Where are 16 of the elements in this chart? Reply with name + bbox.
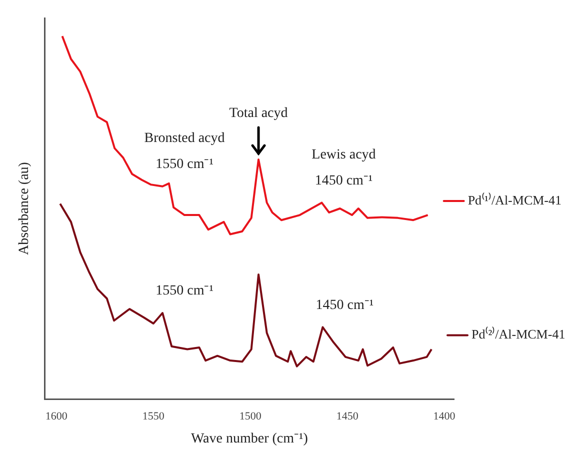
x-tick-label: 1550 [142, 410, 165, 422]
annotation: 1550 cm⁻¹ [156, 157, 214, 172]
y-axis-title: Absorbance (au) [17, 162, 32, 255]
x-tick-label: 1450 [336, 410, 359, 422]
annotation: 1450 cm⁻¹ [314, 173, 373, 188]
x-tick-label: 1500 [239, 410, 262, 422]
x-tick-label: 1600 [45, 410, 68, 422]
annotation: Bronsted acyd [144, 131, 225, 146]
legend-label: Pd⁽¹⁾/Al-MCM-41 [468, 192, 562, 208]
legend-label: Pd⁽²⁾/Al-MCM-41 [472, 326, 566, 342]
annotation: Total acyd [229, 106, 288, 122]
annotation: Lewis acyd [312, 147, 376, 162]
x-tick-label: 1400 [433, 410, 456, 422]
x-axis-title: Wave number (cm⁻¹) [190, 431, 308, 446]
annotation: 1550 cm⁻¹ [156, 284, 214, 299]
annotation: 1450 cm⁻¹ [316, 298, 374, 313]
